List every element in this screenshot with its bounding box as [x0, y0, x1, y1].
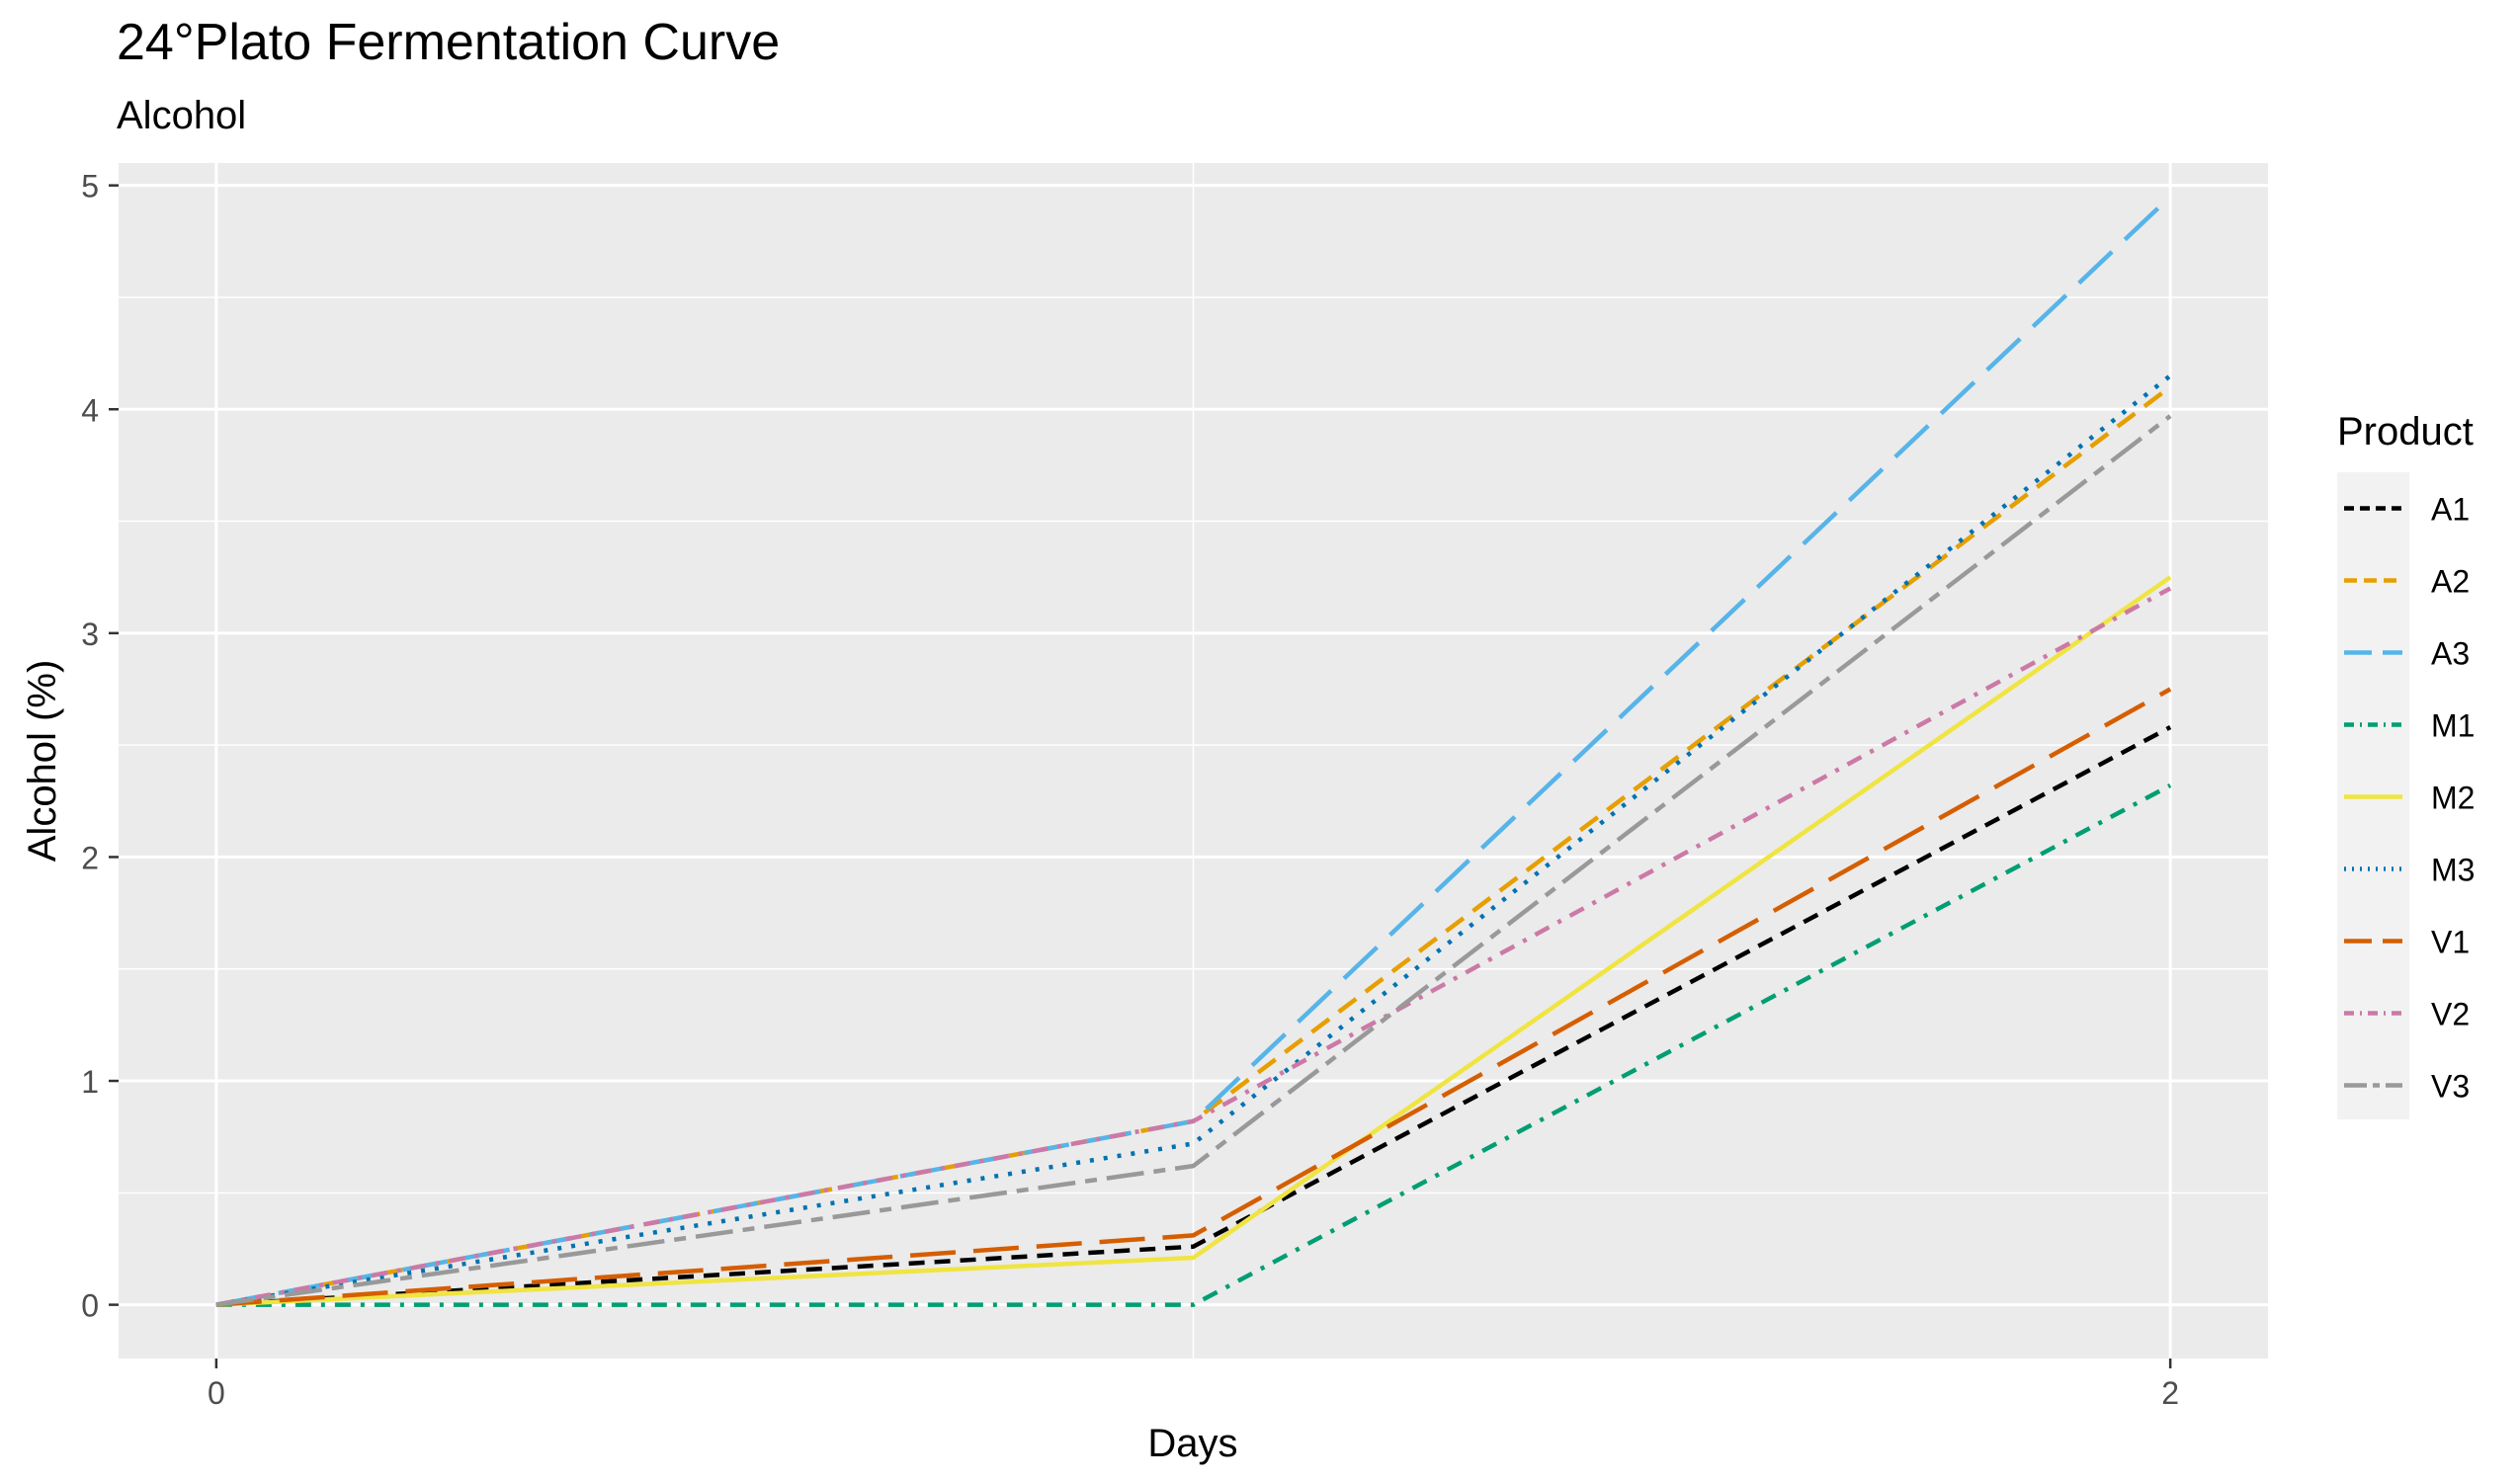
- legend-label-a1: A1: [2431, 492, 2470, 528]
- legend: Product A1 A2 A3 M1 M2 M3 V1 V2 V3: [2337, 410, 2475, 1119]
- legend-label-a2: A2: [2431, 564, 2470, 600]
- y-tick-label: 5: [81, 169, 99, 205]
- legend-label-v3: V3: [2431, 1069, 2470, 1105]
- x-tick-label: 0: [208, 1375, 225, 1411]
- legend-title: Product: [2337, 410, 2474, 453]
- series-line-v2: [215, 586, 2172, 1307]
- x-tick-label: 2: [2161, 1375, 2179, 1411]
- chart-title: 24°Plato Fermentation Curve: [117, 14, 780, 71]
- major-grid: [119, 163, 2268, 1358]
- legend-label-m1: M1: [2431, 708, 2475, 744]
- series-line-m1: [215, 782, 2172, 1307]
- legend-label-v1: V1: [2431, 925, 2470, 960]
- y-tick-label: 4: [81, 392, 99, 428]
- series-lines: [215, 195, 2172, 1307]
- chart-subtitle: Alcohol: [117, 94, 246, 137]
- legend-label-m3: M3: [2431, 853, 2475, 888]
- y-axis-title: Alcohol (%): [21, 660, 64, 863]
- series-line-m2: [215, 575, 2172, 1307]
- series-line-a1: [215, 725, 2172, 1307]
- y-tick-label: 2: [81, 840, 99, 875]
- minor-grid: [119, 163, 2268, 1358]
- legend-label-a3: A3: [2431, 636, 2470, 672]
- x-axis-title: Days: [1147, 1422, 1237, 1465]
- y-axis: 0 1 2 3 4 5: [81, 169, 119, 1324]
- y-tick-label: 1: [81, 1064, 99, 1100]
- series-line-v1: [215, 687, 2172, 1307]
- series-line-v3: [215, 414, 2172, 1307]
- legend-label-m2: M2: [2431, 781, 2475, 816]
- y-tick-label: 3: [81, 617, 99, 652]
- legend-label-v2: V2: [2431, 997, 2470, 1032]
- legend-items: A1 A2 A3 M1 M2 M3 V1 V2 V3: [2344, 492, 2475, 1105]
- y-tick-label: 0: [81, 1288, 99, 1324]
